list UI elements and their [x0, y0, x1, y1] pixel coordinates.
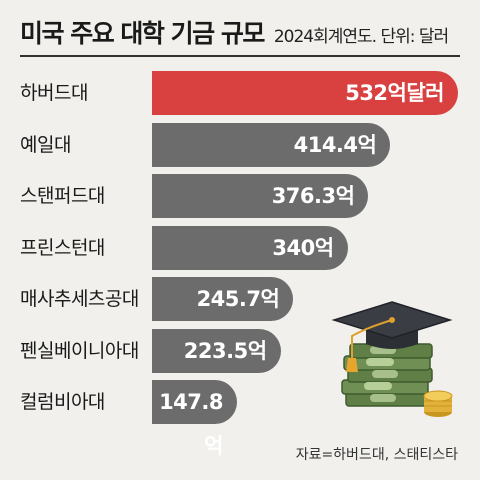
- category-label: 하버드대: [20, 82, 88, 104]
- category-label: 컬럼비아대: [20, 391, 105, 413]
- bar: [152, 380, 237, 424]
- source-note: 자료=하버드대, 스태티스타: [295, 447, 458, 463]
- value-label: 147.8억: [159, 390, 223, 458]
- value-label: 414.4억: [293, 132, 377, 157]
- header-divider: [20, 55, 460, 57]
- bar: [152, 328, 281, 373]
- category-label: 스탠퍼드대: [20, 185, 105, 207]
- value-label: 532억달러: [345, 81, 444, 105]
- bar: [152, 174, 369, 218]
- bar: [152, 225, 348, 270]
- value-label: 340억: [272, 235, 334, 260]
- value-label: 376.3억: [271, 184, 355, 208]
- value-label: 245.7억: [196, 287, 280, 311]
- category-label: 예일대: [20, 133, 71, 156]
- bar: [152, 122, 391, 167]
- category-label: 매사추세츠공대: [20, 288, 139, 310]
- graduation-cap-money-icon: [331, 301, 453, 417]
- bar: [152, 277, 294, 321]
- category-label: 프린스턴대: [20, 236, 105, 259]
- value-label: 223.5억: [183, 338, 267, 363]
- chart-header: 미국 주요 대학 기금 규모 2024회계연도. 단위: 달러: [20, 14, 470, 50]
- bar: [152, 71, 458, 115]
- chart-title: 미국 주요 대학 기금 규모: [20, 19, 265, 48]
- chart-subtitle: 2024회계연도. 단위: 달러: [273, 27, 449, 47]
- category-label: 펜실베이니아대: [20, 339, 139, 362]
